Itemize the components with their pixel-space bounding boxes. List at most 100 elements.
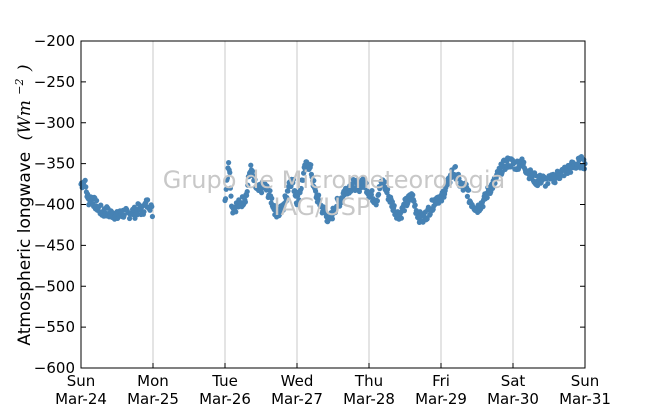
- y-tick-label: −550: [34, 318, 75, 336]
- data-point: [145, 197, 151, 203]
- x-tick-label-date: Mar-25: [127, 390, 179, 408]
- data-point: [267, 188, 273, 194]
- x-tick-label-day: Wed: [281, 372, 314, 390]
- y-tick-label: −350: [34, 155, 75, 173]
- data-point: [311, 178, 317, 184]
- data-point: [141, 209, 147, 215]
- data-point: [410, 192, 416, 198]
- y-tick-label: −300: [34, 114, 75, 132]
- data-point: [401, 208, 407, 214]
- y-tick-label: −450: [34, 236, 75, 254]
- data-point: [294, 202, 300, 208]
- x-tick-label-date: Mar-31: [559, 390, 611, 408]
- y-axis-label-text: Atmospheric longwave: [15, 152, 35, 346]
- data-point: [280, 207, 286, 213]
- data-point: [368, 192, 374, 198]
- x-axis: SunMar-24MonMar-25TueMar-26WedMar-27ThuM…: [55, 363, 611, 408]
- data-point: [284, 194, 290, 201]
- data-point: [490, 185, 496, 191]
- data-point: [376, 191, 382, 197]
- y-tick-label: −250: [34, 73, 75, 91]
- data-point: [568, 169, 574, 175]
- data-point: [316, 192, 322, 198]
- data-point: [127, 215, 133, 222]
- x-tick-label-day: Fri: [432, 372, 450, 390]
- data-point: [228, 193, 234, 199]
- x-tick-label-date: Mar-28: [343, 390, 395, 408]
- data-point: [285, 188, 291, 194]
- data-point: [224, 175, 230, 181]
- data-point: [290, 176, 296, 183]
- x-tick-label-day: Sat: [501, 372, 526, 390]
- x-tick-label-date: Mar-24: [55, 390, 107, 408]
- x-tick-label-date: Mar-26: [199, 390, 251, 408]
- x-tick-label-day: Tue: [211, 372, 238, 390]
- watermark-line-2: IAG/USP: [273, 193, 370, 221]
- data-point: [227, 170, 233, 176]
- data-point: [521, 159, 527, 165]
- data-point: [374, 198, 380, 204]
- data-point: [373, 202, 379, 208]
- data-point: [250, 168, 256, 174]
- x-tick-label-day: Sun: [571, 372, 600, 390]
- data-point: [456, 176, 462, 182]
- x-tick-label-day: Thu: [354, 372, 383, 390]
- data-point: [361, 175, 367, 181]
- x-tick-label-date: Mar-27: [271, 390, 323, 408]
- data-point: [439, 198, 445, 204]
- data-point: [455, 171, 461, 177]
- data-point: [248, 162, 254, 168]
- data-point: [338, 200, 344, 206]
- data-point: [424, 216, 430, 222]
- data-point: [369, 188, 375, 194]
- data-point: [316, 197, 322, 204]
- data-point: [545, 181, 551, 187]
- data-point: [492, 180, 498, 186]
- y-axis-label: Atmospheric longwave (Wm −2 ): [8, 64, 35, 345]
- data-point: [398, 215, 404, 221]
- data-point: [533, 173, 539, 179]
- data-point: [132, 215, 138, 221]
- data-point: [121, 212, 127, 218]
- data-point: [385, 186, 391, 192]
- data-point: [313, 188, 319, 194]
- x-tick-label-day: Sun: [67, 372, 96, 390]
- data-point: [245, 182, 251, 188]
- data-point: [269, 195, 275, 201]
- data-point: [259, 190, 265, 196]
- data-point: [466, 187, 472, 193]
- data-point: [149, 204, 155, 210]
- y-tick-label: −500: [34, 277, 75, 295]
- y-axis-label-unit-exponent: −2: [13, 78, 26, 94]
- data-point: [382, 179, 388, 185]
- data-point: [296, 197, 302, 203]
- data-point: [149, 213, 155, 220]
- y-tick-label: −400: [34, 196, 75, 214]
- x-tick-label-date: Mar-30: [487, 390, 539, 408]
- y-axis-label-unit-close: ): [15, 64, 35, 72]
- data-point: [308, 162, 314, 168]
- y-tick-label: −600: [34, 359, 75, 377]
- data-point: [552, 180, 558, 186]
- x-tick-label-date: Mar-29: [415, 390, 467, 408]
- data-point: [82, 177, 88, 183]
- data-point: [244, 189, 250, 195]
- y-tick-label: −200: [34, 32, 75, 50]
- data-point: [484, 195, 490, 201]
- data-point: [242, 199, 248, 205]
- data-point: [332, 209, 338, 215]
- y-axis: −200 −250 −300 −350 −400 −450 −500 −550 −600: [34, 32, 585, 377]
- data-point: [94, 198, 100, 204]
- x-tick-label-day: Mon: [137, 372, 169, 390]
- data-point: [252, 177, 258, 183]
- data-point: [223, 196, 229, 202]
- data-point: [447, 179, 453, 186]
- data-point: [83, 184, 89, 190]
- data-point: [272, 203, 278, 209]
- data-point: [412, 202, 418, 208]
- data-point: [363, 180, 369, 186]
- data-point: [98, 202, 104, 208]
- data-point: [227, 185, 233, 191]
- data-point: [480, 204, 486, 210]
